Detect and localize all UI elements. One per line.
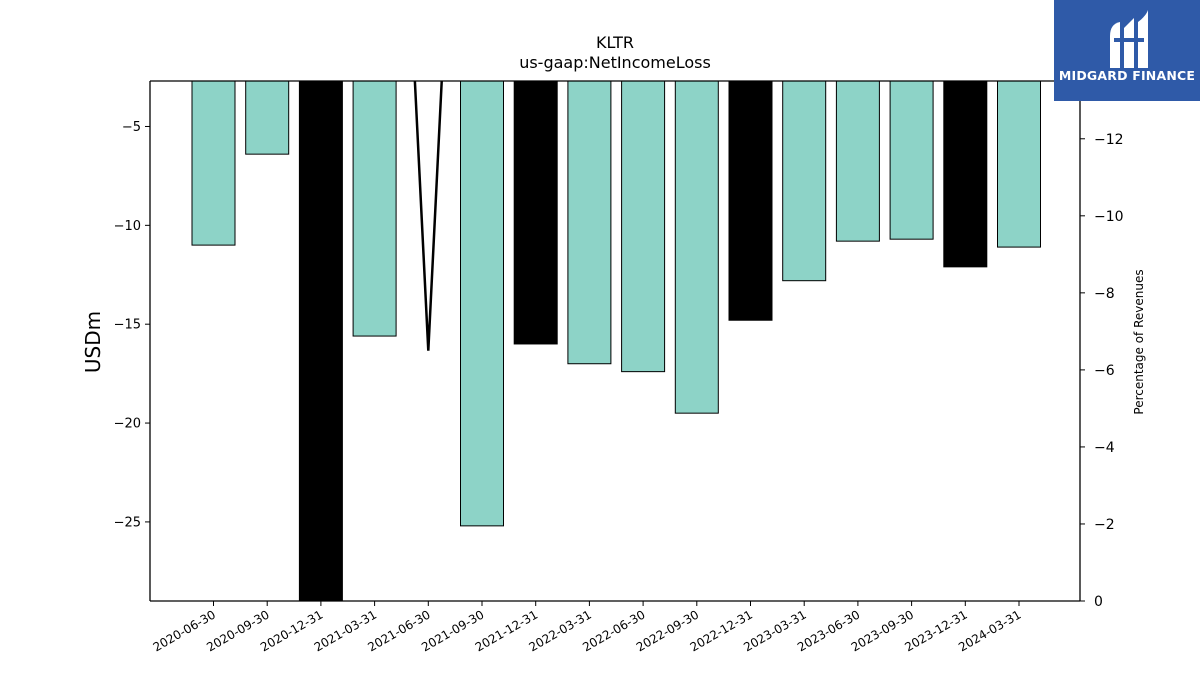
logo-mark-icon <box>1110 10 1148 68</box>
bar-2020-12-31 <box>298 80 343 602</box>
bar-2023-03-31 <box>782 80 827 282</box>
bar-2023-12-31 <box>943 80 988 268</box>
y2-tick-label: −10 <box>1094 209 1124 225</box>
bar-2022-06-30 <box>621 80 666 373</box>
chart-subtitle: us-gaap:NetIncomeLoss <box>519 53 711 72</box>
y2-tick-label: −6 <box>1094 363 1115 379</box>
bar-2021-09-30 <box>460 80 504 527</box>
bar-2022-03-31 <box>567 80 612 365</box>
bar-2021-03-31 <box>352 80 397 337</box>
logo-text: MIDGARD FINANCE <box>1058 68 1196 83</box>
midgard-finance-logo: MIDGARD FINANCE <box>1054 0 1200 101</box>
y2-tick-label: 0 <box>1094 594 1103 610</box>
bar-2022-09-30 <box>674 80 719 414</box>
y-axis-label: USDm <box>81 311 105 373</box>
chart-title: KLTR <box>596 33 634 52</box>
bar-2020-06-30 <box>191 80 236 246</box>
y-tick-label: −10 <box>114 219 141 234</box>
percentage-line <box>413 80 443 351</box>
y2-axis-label: Percentage of Revenues <box>1132 269 1146 414</box>
y2-tick-label: −12 <box>1094 132 1124 148</box>
y2-tick-label: −2 <box>1094 517 1115 533</box>
bar-2022-12-31 <box>728 80 773 321</box>
y-tick-label: −15 <box>114 318 141 333</box>
y2-tick-label: −4 <box>1094 440 1115 456</box>
y-tick-label: −20 <box>114 417 141 432</box>
y2-tick-label: −8 <box>1094 286 1115 302</box>
y-tick-label: −25 <box>114 515 141 530</box>
bar-2023-06-30 <box>835 80 880 242</box>
bar-2023-09-30 <box>889 80 934 240</box>
bar-2024-03-31 <box>997 80 1041 248</box>
bar-2020-09-30 <box>245 80 290 155</box>
bar-2021-12-31 <box>513 80 558 345</box>
y-tick-label: −5 <box>122 120 141 135</box>
